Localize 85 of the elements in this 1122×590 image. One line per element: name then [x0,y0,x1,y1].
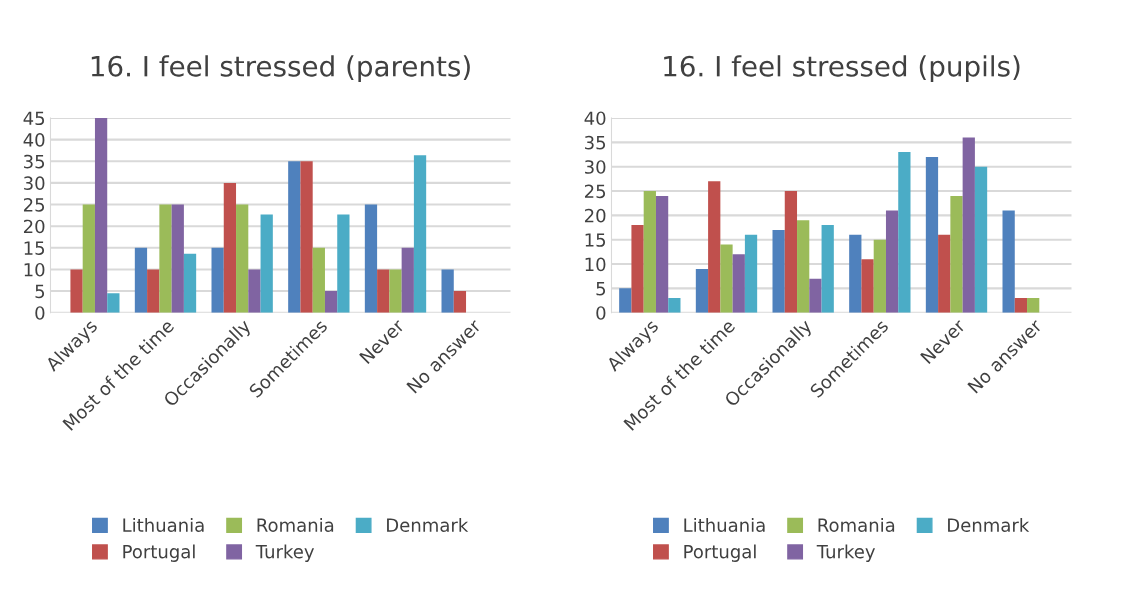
bar [772,229,785,313]
bar [82,204,95,313]
bar [312,247,325,313]
bar [453,291,467,313]
bar [260,214,273,313]
bar [159,204,172,313]
bar [413,155,427,313]
legend-label: Portugal [684,544,756,562]
bar [849,234,862,313]
bar [147,269,160,313]
bar [873,239,886,313]
bar [631,225,644,313]
bar [70,269,83,313]
bar [695,268,709,313]
y-tick-label: 20 [23,219,45,234]
bar [441,269,454,313]
legend-label: Denmark [948,517,1030,532]
bar [861,259,874,313]
bar [708,181,721,313]
bar [401,247,414,313]
bar [1027,298,1040,313]
y-tick-label: 20 [584,208,606,223]
bar [885,210,899,313]
bar [183,253,197,313]
bar [288,161,301,313]
bar [236,204,249,313]
y-tick-label: 5 [35,284,45,299]
y-tick-label: 30 [24,176,45,191]
bar [211,247,224,313]
bar [107,293,120,313]
bar [377,269,390,313]
legend-label: Lithuania [123,517,204,532]
bar [925,156,939,313]
chart-title: 16. I feel stressed (pupils) [664,55,1020,83]
bar [732,254,745,313]
bar [643,191,656,313]
bar [324,291,338,313]
bar [668,298,681,313]
bar [950,195,963,313]
y-tick-label: 5 [596,282,606,296]
y-tick-label: 40 [23,133,45,147]
y-tick-label: 10 [585,257,606,272]
y-tick-label: 25 [23,197,45,212]
bar [223,182,237,313]
y-tick-label: 10 [24,262,45,277]
legend-label: Lithuania [684,517,765,532]
y-tick-label: 0 [596,306,606,320]
bar [784,191,798,313]
bar [938,234,951,313]
chart-title: 16. I feel stressed (parents) [91,55,470,83]
y-tick-label: 25 [584,184,606,199]
y-tick-label: 30 [585,160,606,174]
bar [300,161,313,313]
y-tick-label: 45 [23,111,45,126]
bar [655,195,669,313]
y-tick-label: 40 [584,111,606,126]
legend-label: Portugal [123,544,195,562]
bar [797,220,810,313]
y-tick-label: 15 [585,233,606,247]
legend-label: Romania [818,517,895,532]
bar [134,247,148,313]
y-tick-label: 35 [24,154,45,169]
bar [809,278,822,313]
legend-label: Turkey [255,544,315,562]
bar [364,204,378,313]
legend-label: Turkey [816,544,876,562]
legend-label: Denmark [387,517,469,532]
bar [821,225,834,313]
bar [248,269,261,313]
bar [898,152,911,313]
bar [962,137,975,313]
bar [974,166,988,313]
bar [720,244,733,313]
bar [619,288,632,313]
bar [1014,298,1028,313]
bar [94,118,108,313]
legend-label: Romania [257,517,334,532]
y-tick-label: 15 [24,241,45,255]
y-tick-label: 35 [585,135,606,150]
bar [337,214,350,313]
bar [744,234,758,313]
bar [1002,210,1015,313]
y-tick-label: 0 [35,306,45,320]
bar [389,269,402,313]
bar [171,204,184,313]
